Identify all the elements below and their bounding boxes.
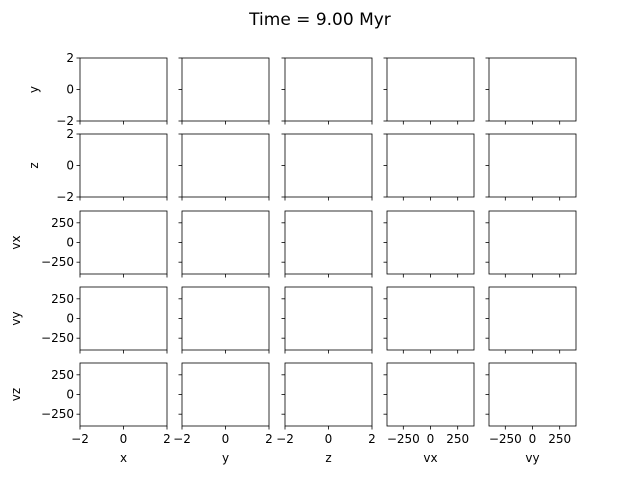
x-axis-label-z: z [325,451,331,465]
y-axis-label-vy: vy [9,311,23,325]
y-axis-label-y: y [27,86,41,93]
panel-vz-vs-vy: −250 0 250 [485,362,577,446]
x-tick-label: −2 [276,432,294,446]
x-tick-label: 2 [163,432,171,446]
y-axis-label-z: z [27,162,41,168]
panel-vz-vs-vx: −250 0 250 [383,362,475,446]
x-tick-label: 0 [427,432,435,446]
panel-vy-vs-x: −250 0 250 [41,286,168,354]
panel-z-vs-x: −2 0 2 [56,127,168,204]
y-tick-label: 250 [51,216,74,230]
panel-vx-vs-y [178,210,270,278]
panel-vz-vs-x: −2 0 2 −250 0 250 [41,362,171,446]
y-tick-label: 0 [66,388,74,402]
panel-frame [181,210,270,275]
panel-z-vs-vx [383,133,475,201]
panel-y-vs-vx [383,57,475,125]
panel-vx-vs-x: −250 0 250 [41,210,168,278]
y-axis-label-vz: vz [9,388,23,401]
panel-z-vs-z [281,133,373,201]
x-tick-label: 0 [325,432,333,446]
x-tick-label: −2 [71,432,89,446]
y-tick-label: −250 [41,407,74,421]
panel-frame [79,210,168,275]
y-tick-label: 0 [66,312,74,326]
panel-vx-vs-z [281,210,373,278]
panel-frame [488,210,577,275]
x-axis-label-vy: vy [525,451,539,465]
panel-y-vs-y [178,57,270,125]
y-tick-label: −250 [41,331,74,345]
panel-frame [181,286,270,351]
panel-vy-vs-vy [485,286,577,354]
panel-z-vs-y [178,133,270,201]
panel-frame [386,57,475,122]
x-tick-label: 250 [446,432,469,446]
y-tick-label: 0 [66,159,74,173]
y-tick-label: 2 [66,127,74,141]
panel-frame [79,133,168,198]
panel-y-vs-x: −2 0 2 [56,51,168,128]
panel-frame [488,286,577,351]
x-tick-label: −2 [173,432,191,446]
panel-y-vs-vy [485,57,577,125]
panel-vz-vs-z: −2 0 2 [276,362,376,446]
panel-frame [181,133,270,198]
panel-frame [488,133,577,198]
panel-frame [181,57,270,122]
y-tick-label: 250 [51,292,74,306]
y-axis-label-vx: vx [9,235,23,249]
x-tick-label: 2 [265,432,273,446]
panel-vz-vs-y: −2 0 2 [173,362,273,446]
panel-frame [284,362,373,427]
x-tick-label: 0 [222,432,230,446]
y-tick-label: −250 [41,255,74,269]
panel-frame [386,133,475,198]
panel-vx-vs-vx [383,210,475,278]
x-tick-label: 0 [529,432,537,446]
y-tick-label: 0 [66,236,74,250]
panel-frame [386,362,475,427]
figure-title: Time = 9.00 Myr [248,10,391,30]
x-axis-label-vx: vx [423,451,437,465]
panel-frame [284,286,373,351]
panel-frame [79,286,168,351]
panel-vy-vs-vx [383,286,475,354]
panel-vy-vs-z [281,286,373,354]
panel-frame [284,133,373,198]
y-tick-label: −2 [56,190,74,204]
panel-frame [284,210,373,275]
panel-frame [79,57,168,122]
panel-frame [284,57,373,122]
panel-frame [79,362,168,427]
panel-y-vs-z [281,57,373,125]
x-axis-label-x: x [120,451,127,465]
x-tick-label: −250 [387,432,420,446]
x-axis-label-y: y [222,451,229,465]
y-tick-label: 250 [51,368,74,382]
x-tick-label: −250 [489,432,522,446]
y-tick-label: 0 [66,83,74,97]
x-tick-label: 0 [120,432,128,446]
panel-frame [488,57,577,122]
panel-frame [181,362,270,427]
panel-frame [488,362,577,427]
panel-frame [386,286,475,351]
y-tick-label: 2 [66,51,74,65]
panel-vx-vs-vy [485,210,577,278]
panel-z-vs-vy [485,133,577,201]
panel-frame [386,210,475,275]
x-tick-label: 250 [548,432,571,446]
panel-vy-vs-y [178,286,270,354]
x-tick-label: 2 [368,432,376,446]
y-tick-label: −2 [56,114,74,128]
